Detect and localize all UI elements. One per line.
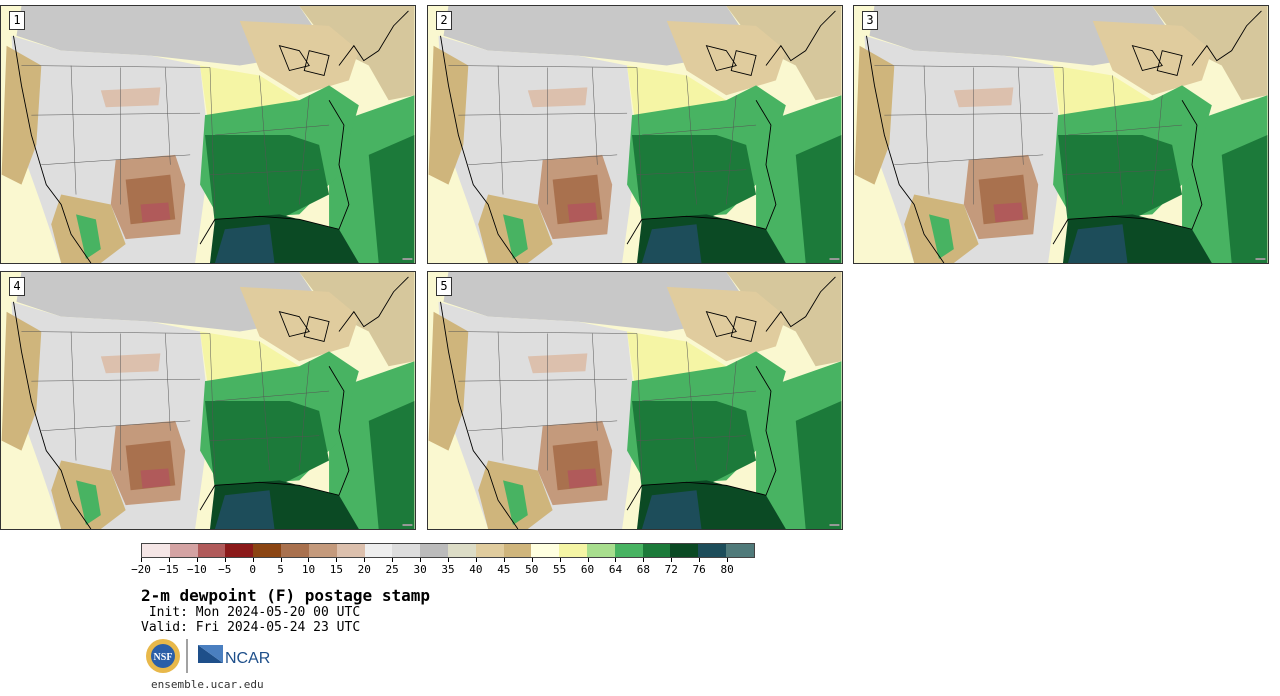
- colorbar-tick: [475, 558, 477, 562]
- colorbar-tick: [587, 558, 589, 562]
- map-panel-3: 3: [853, 5, 1269, 264]
- colorbar-tick-label: 25: [385, 563, 399, 576]
- colorbar-cell: [503, 544, 532, 557]
- colorbar-tick-label: −20: [131, 563, 151, 576]
- colorbar-cell: [475, 544, 504, 557]
- dewpoint-map-2: [428, 6, 842, 263]
- colorbar-tick: [364, 558, 366, 562]
- colorbar-tick-label: 50: [525, 563, 539, 576]
- colorbar-tick: [392, 558, 394, 562]
- colorbar-tick: [699, 558, 701, 562]
- colorbar-cell: [447, 544, 476, 557]
- colorbar-tick-label: 0: [249, 563, 256, 576]
- colorbar-cell: [531, 544, 560, 557]
- colorbar-tick-label: 60: [580, 563, 595, 576]
- colorbar-cell: [197, 544, 226, 557]
- colorbar-tick: [280, 558, 282, 562]
- colorbar-tick-label: 35: [441, 563, 455, 576]
- colorbar: [141, 543, 755, 558]
- colorbar-tick-label: 80: [720, 563, 734, 576]
- panel-number-3: 3: [862, 11, 878, 30]
- colorbar-cell: [559, 544, 587, 557]
- colorbar-tick-label: 15: [329, 563, 343, 576]
- colorbar-tick: [559, 558, 561, 562]
- colorbar-cell: [281, 544, 309, 557]
- colorbar-tick-label: −5: [218, 563, 232, 576]
- colorbar-tick-label: 20: [357, 563, 371, 576]
- colorbar-tick: [196, 558, 198, 562]
- colorbar-tick: [531, 558, 533, 562]
- colorbar-tick: [727, 558, 729, 562]
- footer-url: ensemble.ucar.edu: [151, 678, 264, 691]
- colorbar-tick: [615, 558, 617, 562]
- colorbar-tick-label: 55: [553, 563, 567, 576]
- colorbar-cell: [420, 544, 448, 557]
- colorbar-tick-label: −15: [158, 563, 179, 576]
- map-panel-4: 4: [0, 271, 416, 530]
- colorbar-ticks: −20 −15 −10 −5 0 5 10 15 20 25 30 35 40 45 50 55 60 64 68 7…: [131, 558, 755, 578]
- colorbar-tick: [643, 558, 645, 562]
- colorbar-tick: [671, 558, 673, 562]
- colorbar-tick-label: 30: [413, 563, 427, 576]
- colorbar-tick-label: 40: [469, 563, 483, 576]
- colorbar-tick-label: −10: [186, 563, 207, 576]
- dewpoint-map-3: [854, 6, 1268, 263]
- colorbar-cell: [169, 544, 198, 557]
- panel-number-4: 4: [9, 277, 25, 296]
- colorbar-tick-label: 45: [497, 563, 511, 576]
- colorbar-tick-label: 68: [636, 563, 650, 576]
- panel-number-1: 1: [9, 11, 25, 30]
- colorbar-cell: [587, 544, 615, 557]
- map-panel-1: 1: [0, 5, 416, 264]
- dewpoint-map-1: [1, 6, 415, 263]
- colorbar-tick-label: 64: [608, 563, 623, 576]
- init-time: Init: Mon 2024-05-20 00 UTC: [141, 605, 361, 620]
- ncar-logo-text: NCAR: [225, 650, 270, 667]
- nsf-logo: NSF: [146, 639, 180, 673]
- colorbar-cell: [308, 544, 337, 557]
- colorbar-tick: [224, 558, 226, 562]
- dewpoint-map-5: [428, 272, 842, 529]
- map-panel-5: 5: [427, 271, 843, 530]
- colorbar-cell: [225, 544, 254, 557]
- colorbar-cell: [336, 544, 365, 557]
- colorbar-tick: [448, 558, 449, 562]
- colorbar-tick: [308, 558, 310, 562]
- colorbar-tick: [168, 558, 170, 562]
- colorbar-tick: [336, 558, 338, 562]
- chart-title: 2-m dewpoint (F) postage stamp: [141, 586, 430, 605]
- colorbar-cell: [253, 544, 282, 557]
- colorbar-cell: [142, 544, 170, 557]
- colorbar-tick-label: 72: [664, 563, 678, 576]
- colorbar-tick-label: 5: [277, 563, 284, 576]
- valid-time: Valid: Fri 2024-05-24 23 UTC: [141, 620, 361, 635]
- colorbar-cell: [642, 544, 671, 557]
- nsf-logo-text: NSF: [154, 652, 173, 663]
- colorbar-cell: [670, 544, 699, 557]
- colorbar-tick: [503, 558, 505, 562]
- colorbar-cell: [364, 544, 393, 557]
- logos: NSF NCAR: [146, 639, 270, 673]
- colorbar-cell: [614, 544, 643, 557]
- colorbar-tick-label: 76: [692, 563, 706, 576]
- dewpoint-map-4: [1, 272, 415, 529]
- map-panel-2: 2: [427, 5, 843, 264]
- colorbar-tick-label: 10: [301, 563, 316, 576]
- colorbar-tick: [252, 558, 254, 562]
- colorbar-tick: [141, 558, 142, 562]
- colorbar-cell: [392, 544, 421, 557]
- panel-number-2: 2: [436, 11, 452, 30]
- ncar-logo: NCAR: [198, 645, 270, 667]
- panel-number-5: 5: [436, 277, 452, 296]
- colorbar-cell: [698, 544, 727, 557]
- colorbar-tick: [420, 558, 422, 562]
- colorbar-cell: [726, 544, 754, 557]
